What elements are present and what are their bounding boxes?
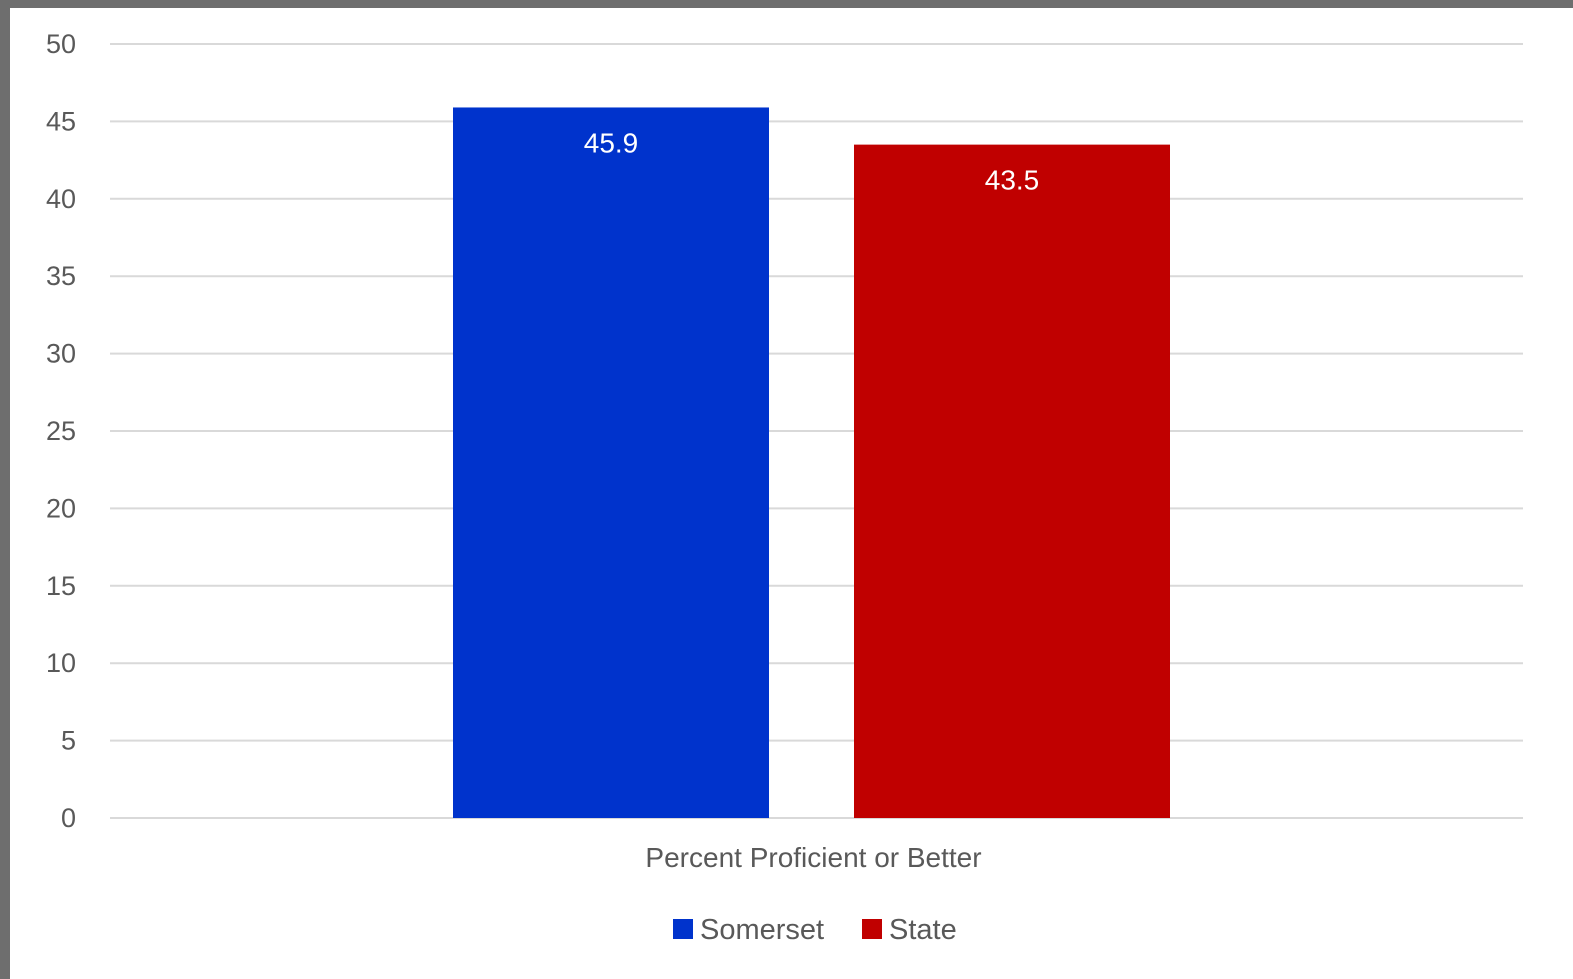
chart-frame: 0 5 10 15 20 25 30 35 40 45 50 45.9 43.5 Percent Pr… <box>10 8 1573 979</box>
y-tick-label: 5 <box>61 726 76 756</box>
data-label-somerset: 45.9 <box>584 127 639 158</box>
y-tick-label: 45 <box>46 106 76 136</box>
y-tick-label: 25 <box>46 416 76 446</box>
bars <box>453 107 1170 818</box>
bar-state <box>854 144 1170 818</box>
y-tick-label: 20 <box>46 493 76 523</box>
y-axis-tick-labels: 0 5 10 15 20 25 30 35 40 45 50 <box>46 29 76 833</box>
bar-chart: 0 5 10 15 20 25 30 35 40 45 50 45.9 43.5 Percent Pr… <box>46 29 1523 946</box>
legend-swatch-somerset <box>673 919 693 939</box>
y-tick-label: 40 <box>46 184 76 214</box>
legend-label-state: State <box>889 914 957 946</box>
bar-somerset <box>453 107 769 818</box>
data-labels: 45.9 43.5 <box>584 127 1040 195</box>
y-tick-label: 30 <box>46 339 76 369</box>
y-tick-label: 15 <box>46 571 76 601</box>
data-label-state: 43.5 <box>985 165 1040 196</box>
x-category-label: Percent Proficient or Better <box>645 842 981 873</box>
y-tick-label: 10 <box>46 648 76 678</box>
x-axis-category-labels: Percent Proficient or Better <box>645 842 981 873</box>
legend-label-somerset: Somerset <box>700 914 824 946</box>
y-tick-label: 35 <box>46 261 76 291</box>
y-tick-label: 0 <box>61 803 76 833</box>
gridlines <box>110 43 1523 819</box>
legend: Somerset State <box>673 914 957 946</box>
y-tick-label: 50 <box>46 29 76 59</box>
legend-swatch-state <box>862 919 882 939</box>
